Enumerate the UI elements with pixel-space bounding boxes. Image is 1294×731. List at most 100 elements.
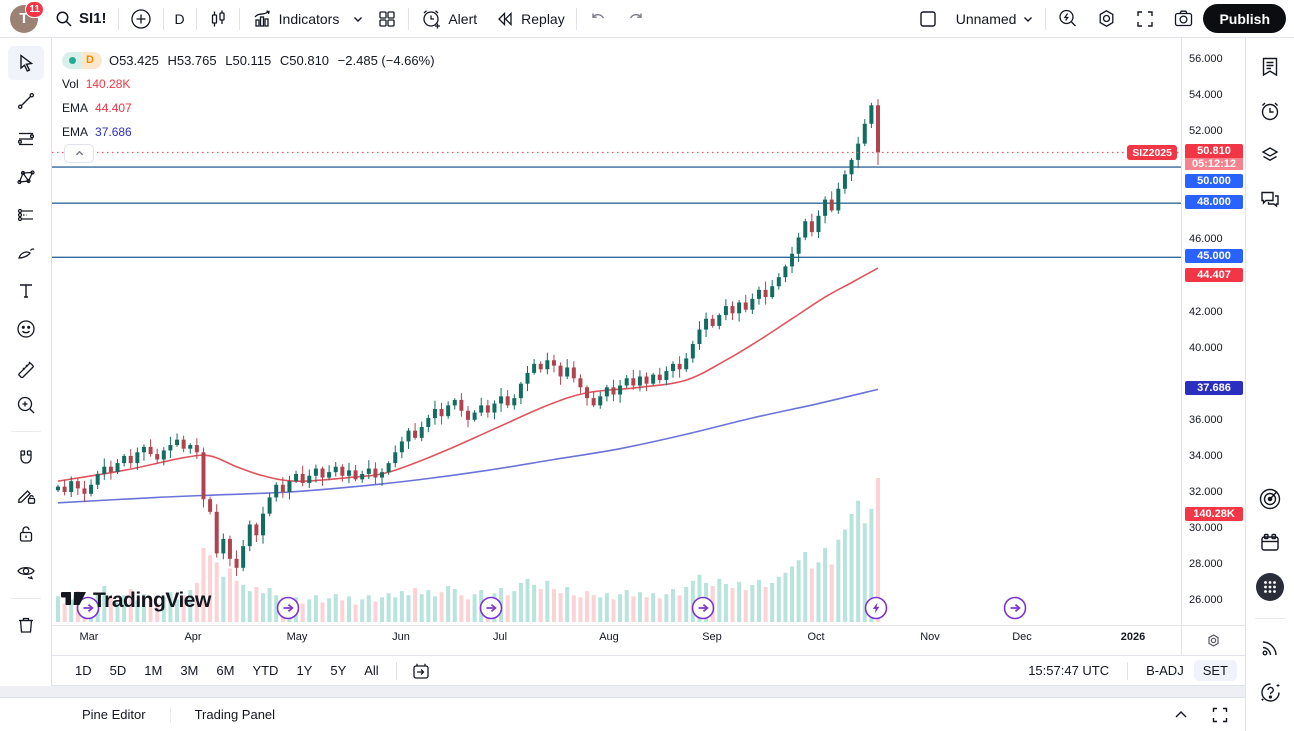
legend-ema1-row[interactable]: EMA 44.407: [62, 96, 440, 120]
contract-rollover-marker[interactable]: [76, 596, 100, 620]
remove-all-tool[interactable]: [8, 608, 44, 642]
compare-add-button[interactable]: [121, 4, 161, 34]
open-value: O53.425: [108, 52, 159, 68]
price-tick-label: 26.000: [1189, 594, 1223, 606]
brush-tool[interactable]: [8, 236, 44, 270]
price-tick-label: 40.000: [1189, 342, 1223, 354]
screener-button[interactable]: [1253, 482, 1287, 516]
price-axis-badge: 50.000: [1185, 174, 1243, 188]
lock-all-tool[interactable]: [8, 517, 44, 551]
panel-maximize-icon[interactable]: [1211, 706, 1229, 724]
adjustment-toggle[interactable]: B-ADJ: [1146, 663, 1184, 678]
price-axis[interactable]: 56.000 54.000 52.000 46.000 42.000 40.000 36.0…: [1181, 38, 1245, 625]
time-axis[interactable]: Mar Apr May Jun Jul Aug Sep Oct Nov Dec 2026: [52, 625, 1181, 655]
indicators-icon: [254, 9, 270, 27]
alerts-panel-button[interactable]: [1253, 94, 1287, 128]
screenshot-button[interactable]: [1164, 4, 1203, 34]
time-axis-label: Sep: [702, 631, 722, 643]
more-apps-button[interactable]: [1253, 570, 1287, 604]
quick-search-button[interactable]: [1048, 4, 1087, 34]
layout-templates-button[interactable]: [368, 4, 406, 34]
object-tree-button[interactable]: [1253, 138, 1287, 172]
time-axis-label: 2026: [1120, 631, 1146, 643]
price-axis-badge: 45.000: [1185, 249, 1243, 263]
indicator-templates-chevron[interactable]: [348, 4, 368, 34]
calendar-button[interactable]: [1253, 526, 1287, 560]
legend-collapse-button[interactable]: [64, 144, 94, 163]
range-button-5y[interactable]: 5Y: [330, 663, 347, 678]
xabcd-pattern-tool[interactable]: [8, 160, 44, 194]
symbol-search-button[interactable]: SI1!: [46, 4, 116, 34]
hide-drawings-tool[interactable]: [8, 555, 44, 589]
projection-tool[interactable]: [8, 198, 44, 232]
session-toggle[interactable]: SET: [1193, 660, 1237, 681]
chart-style-button[interactable]: [199, 4, 237, 34]
cursor-tool[interactable]: [7, 46, 44, 80]
panel-expand-chevron-icon[interactable]: [1173, 707, 1189, 723]
fib-retracement-tool[interactable]: [8, 122, 44, 156]
trend-line-tool[interactable]: [8, 84, 44, 118]
xabcd-pattern-icon: [16, 170, 35, 185]
magnet-tool[interactable]: [8, 441, 44, 475]
publish-button[interactable]: Publish: [1203, 4, 1286, 33]
measure-tool[interactable]: [8, 350, 44, 384]
range-button-ytd[interactable]: YTD: [252, 663, 279, 678]
symbol-interval-chip[interactable]: D: [62, 51, 102, 69]
price-chart-canvas[interactable]: [52, 38, 1181, 625]
interval-button[interactable]: D: [166, 4, 194, 34]
chat-button[interactable]: [1253, 182, 1287, 216]
zoom-in-tool[interactable]: [8, 388, 44, 422]
legend-volume-row[interactable]: Vol 140.28K: [62, 72, 440, 96]
chevron-down-icon: [354, 16, 363, 22]
layout-select-button[interactable]: [909, 4, 947, 34]
alert-button[interactable]: Alert: [411, 4, 486, 34]
fullscreen-button[interactable]: [1126, 4, 1164, 34]
contract-rollover-marker[interactable]: [276, 596, 300, 620]
trading-panel-tab[interactable]: Trading Panel: [194, 707, 276, 722]
indicators-button[interactable]: Indicators: [242, 4, 349, 34]
grid-layout-icon: [379, 10, 395, 27]
bar-countdown: 05:12:12: [1185, 158, 1243, 170]
range-button-6m[interactable]: 6M: [216, 663, 235, 678]
layout-name-button[interactable]: Unnamed: [947, 4, 1044, 34]
go-to-date-icon: [413, 663, 429, 679]
watchlist-button[interactable]: [1253, 50, 1287, 84]
pine-editor-tab[interactable]: Pine Editor: [82, 707, 146, 722]
chevron-up-icon: [75, 150, 83, 156]
axis-settings-corner[interactable]: [1181, 625, 1245, 655]
redo-button[interactable]: [617, 4, 655, 34]
contract-rollover-marker[interactable]: [691, 596, 715, 620]
range-button-1y[interactable]: 1Y: [296, 663, 313, 678]
undo-button[interactable]: [579, 4, 617, 34]
watchlist-icon: [1262, 57, 1278, 77]
price-axis-badge: 50.810 05:12:12: [1185, 144, 1243, 170]
contract-label-tag[interactable]: SIZ2025: [1127, 145, 1177, 160]
price-axis-badge: 37.686: [1185, 381, 1243, 395]
help-button[interactable]: [1253, 675, 1287, 709]
price-axis-badge: 140.28K: [1185, 507, 1243, 521]
contract-rollover-marker[interactable]: [864, 596, 888, 620]
contract-rollover-marker[interactable]: [479, 596, 503, 620]
price-tick-label: 36.000: [1189, 414, 1223, 426]
clock-utc[interactable]: 15:57:47 UTC: [1028, 663, 1110, 678]
range-button-5d[interactable]: 5D: [109, 663, 127, 678]
range-button-1d[interactable]: 1D: [75, 663, 92, 678]
range-button-all[interactable]: All: [364, 663, 379, 678]
price-tick-label: 30.000: [1189, 522, 1223, 534]
emoji-tool[interactable]: [8, 312, 44, 346]
user-avatar[interactable]: T 11: [10, 0, 44, 33]
legend-ema2-row[interactable]: EMA 37.686: [62, 120, 440, 144]
chart-settings-button[interactable]: [1087, 4, 1126, 34]
go-to-date-button[interactable]: [405, 656, 437, 686]
layout-name: Unnamed: [955, 10, 1017, 27]
projection-icon: [17, 208, 33, 222]
range-button-1m[interactable]: 1M: [144, 663, 163, 678]
contract-rollover-marker[interactable]: [1003, 596, 1027, 620]
drawing-pencil-lock-tool[interactable]: [8, 479, 44, 513]
replay-button[interactable]: Replay: [486, 4, 574, 34]
market-status-dot: [62, 51, 81, 69]
range-button-3m[interactable]: 3M: [180, 663, 199, 678]
time-axis-label: Dec: [1012, 631, 1032, 643]
text-tool[interactable]: [8, 274, 44, 308]
news-feed-button[interactable]: [1253, 631, 1287, 665]
